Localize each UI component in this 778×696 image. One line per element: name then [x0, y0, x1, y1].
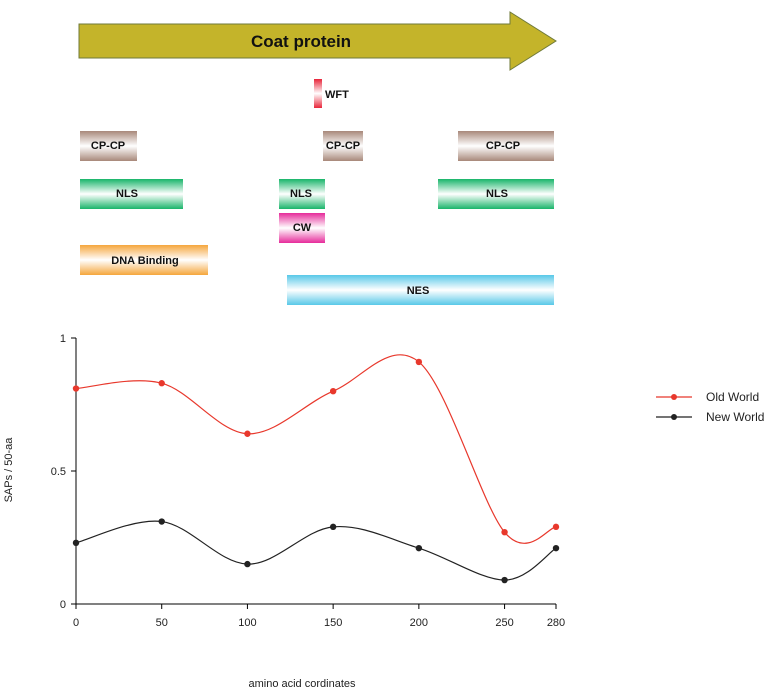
- cw-label: CW: [293, 222, 312, 234]
- old-world-points: [72, 358, 560, 536]
- line-chart: 0 50 100 150 200 250 280 00.51 SAPs / 50-aa am…: [3, 333, 764, 690]
- legend-old-world-marker: [671, 394, 677, 400]
- legend-new-world-label: New World: [706, 410, 764, 424]
- cpcp-segment-1: [80, 131, 137, 161]
- dna-binding-label: DNA Binding: [111, 255, 178, 267]
- y-tick-label: 0: [60, 599, 66, 611]
- x-axis-label: amino acid cordinates: [248, 678, 356, 690]
- nls-segment-2: [279, 179, 325, 209]
- cpcp-segment-2: [323, 131, 363, 161]
- new-world-point: [244, 560, 251, 568]
- legend-new-world-marker: [671, 414, 677, 420]
- cpcp-segment-3: [458, 131, 554, 161]
- nls-segment-3: [438, 179, 554, 209]
- domain-map: Coat protein WFT CP-CP CP-CP CP-CP NLS N…: [78, 11, 557, 305]
- nls-label-3: NLS: [486, 188, 508, 200]
- old-world-point: [244, 430, 251, 437]
- old-world-point: [72, 385, 80, 392]
- old-world-point: [329, 388, 337, 395]
- x-tick-label: 280: [547, 617, 565, 629]
- new-world-series-line: [75, 520, 557, 581]
- y-tick-label: 0.5: [51, 466, 66, 478]
- legend: Old World New World: [656, 390, 764, 424]
- new-world-point: [72, 539, 80, 547]
- wft-label: WFT: [325, 89, 349, 101]
- new-world-point: [158, 518, 165, 525]
- coat-protein-label: Coat protein: [251, 32, 351, 51]
- new-world-point: [415, 544, 423, 552]
- old-world-point: [415, 358, 423, 366]
- new-world-points: [72, 518, 560, 584]
- nls-label-1: NLS: [116, 188, 138, 200]
- old-world-series-line: [75, 354, 557, 544]
- cpcp-label-3: CP-CP: [486, 140, 520, 152]
- cpcp-label-2: CP-CP: [326, 140, 360, 152]
- nes-segment: [287, 275, 554, 305]
- y-axis-label: SAPs / 50-aa: [3, 437, 15, 503]
- x-tick-label: 200: [410, 617, 428, 629]
- x-tick-label: 250: [495, 617, 513, 629]
- old-world-point: [501, 528, 508, 536]
- nls-label-2: NLS: [290, 188, 312, 200]
- old-world-point: [158, 380, 165, 387]
- x-tick-label: 0: [73, 617, 79, 629]
- y-ticks: 00.51: [51, 333, 76, 611]
- new-world-point: [501, 576, 508, 584]
- coat-protein-arrow: [78, 11, 557, 71]
- dna-binding-segment: [80, 245, 208, 275]
- new-world-point: [329, 523, 337, 531]
- wft-segment: [314, 79, 322, 108]
- x-tick-label: 50: [156, 617, 168, 629]
- nls-segment-1: [80, 179, 183, 209]
- old-world-point: [552, 523, 560, 531]
- legend-old-world-label: Old World: [706, 390, 759, 404]
- x-tick-label: 100: [238, 617, 256, 629]
- x-ticks: 0 50 100 150 200 250 280: [73, 604, 565, 629]
- nes-label: NES: [407, 285, 430, 297]
- x-tick-label: 150: [324, 617, 342, 629]
- cpcp-label-1: CP-CP: [91, 140, 125, 152]
- y-tick-label: 1: [60, 333, 66, 345]
- new-world-point: [552, 544, 560, 552]
- cw-segment: [279, 213, 325, 243]
